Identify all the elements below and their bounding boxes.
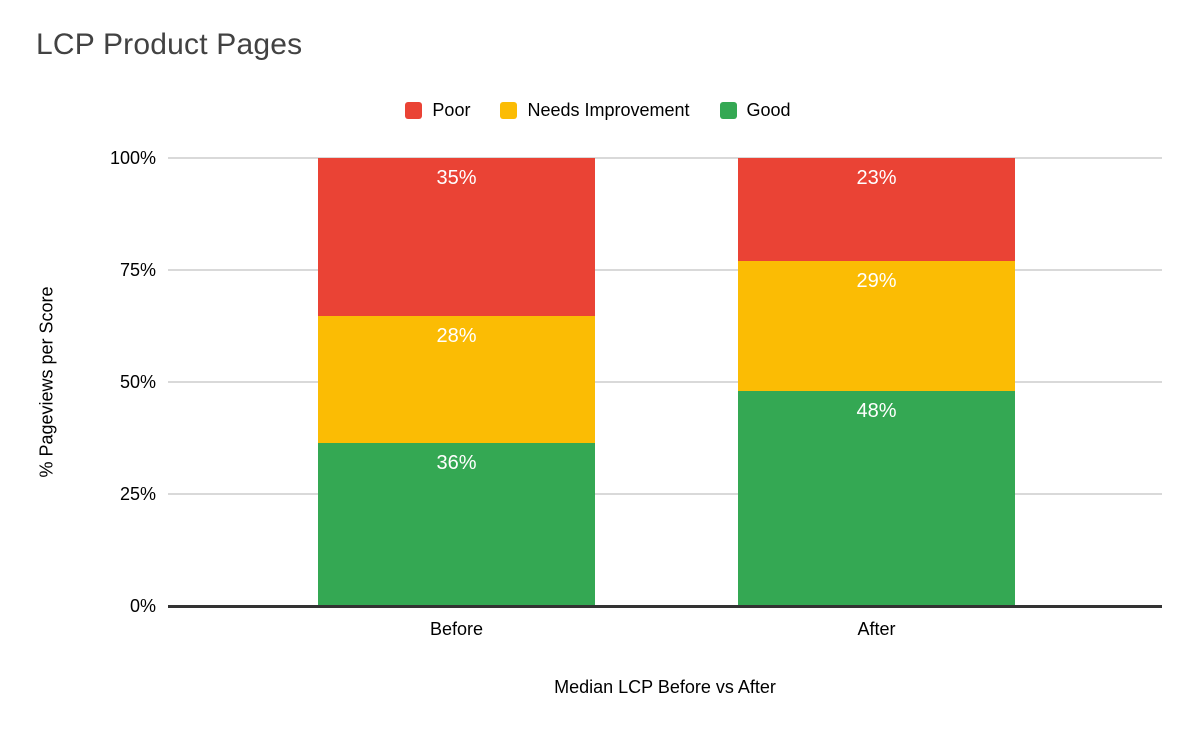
legend-label: Poor [432, 100, 471, 120]
x-axis-line [168, 605, 1162, 608]
bar-segment-value-label: 28% [436, 325, 477, 348]
x-tick-label-after: After [857, 619, 896, 639]
x-tick-label-before: Before [429, 619, 484, 639]
legend-label: Needs Improvement [527, 100, 690, 120]
bar-segment-before-poor: 35% [318, 158, 595, 317]
chart-title: LCP Product Pages [36, 28, 303, 61]
bar-segment-value-label: 29% [856, 270, 897, 293]
gridline-50 [168, 381, 1162, 383]
bar-after: 23% 29% 48% [738, 158, 1015, 606]
bar-segment-after-needs-improvement: 29% [738, 261, 1015, 391]
y-tick-label-100: 100% [109, 148, 156, 168]
bar-segment-before-good: 36% [318, 443, 595, 606]
legend-swatch-icon [500, 102, 518, 119]
gridline-25 [168, 493, 1162, 495]
legend-item-good: Good [719, 100, 791, 121]
legend-swatch-icon [405, 102, 423, 119]
legend-item-needs-improvement: Needs Improvement [500, 100, 690, 121]
bar-segment-value-label: 48% [856, 399, 897, 422]
y-tick-label-25: 25% [119, 484, 156, 504]
bar-segment-value-label: 23% [856, 167, 897, 189]
bar-segment-value-label: 36% [436, 452, 477, 475]
x-axis-title: Median LCP Before vs After [554, 677, 776, 697]
legend-item-poor: Poor [405, 100, 470, 121]
gridline-75 [168, 269, 1162, 271]
y-tick-label-0: 0% [129, 596, 156, 616]
gridline-100 [168, 157, 1162, 159]
y-tick-label-50: 50% [119, 372, 156, 392]
legend-swatch-icon [719, 102, 737, 119]
bar-segment-after-good: 48% [738, 390, 1015, 606]
plot-area: 35% 28% 36% 23% 29% 48% [168, 157, 1162, 608]
y-tick-label-75: 75% [119, 260, 156, 280]
bar-segment-after-poor: 23% [738, 158, 1015, 262]
legend: Poor Needs Improvement Good [0, 100, 1196, 121]
legend-label: Good [746, 100, 791, 120]
bar-before: 35% 28% 36% [318, 158, 595, 606]
bar-segment-before-needs-improvement: 28% [318, 316, 595, 444]
bar-segment-value-label: 35% [436, 167, 477, 189]
